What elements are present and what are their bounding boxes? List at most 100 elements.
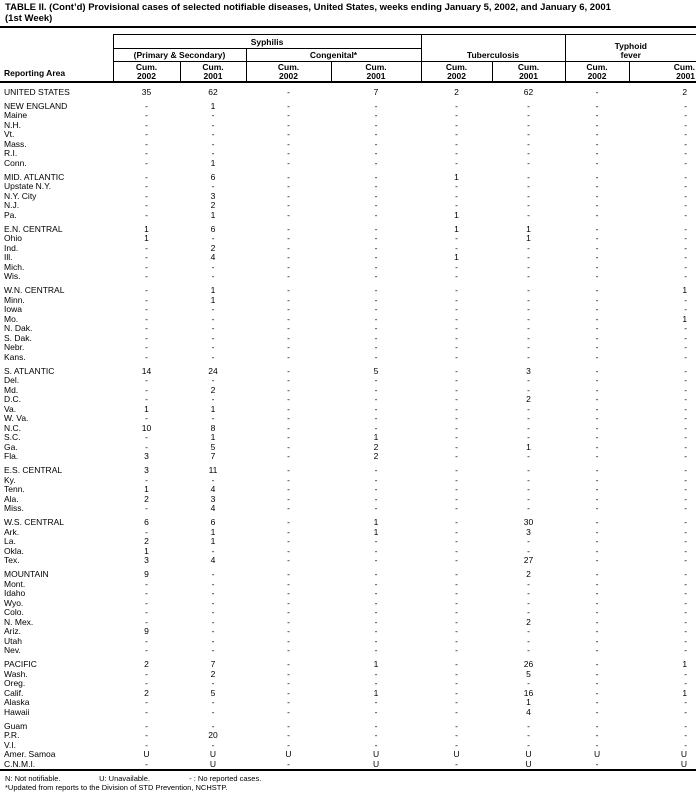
data-cell: - [455, 294, 458, 305]
data-cell: - [211, 351, 215, 362]
data-cell: 7 [373, 86, 379, 97]
data-cell: - [527, 607, 530, 617]
row-label: N.H. [4, 119, 21, 130]
data-cell: - [374, 403, 378, 414]
data-cell: 10 [141, 422, 152, 433]
data-cell: - [211, 578, 215, 589]
data-cell: 1 [144, 403, 149, 414]
row-label: Mont. [4, 578, 26, 589]
data-cell: - [145, 313, 148, 324]
data-cell: - [287, 233, 290, 243]
data-cell: - [374, 422, 378, 433]
data-cell: - [287, 720, 290, 731]
data-cell: - [145, 304, 148, 314]
data-cell: - [595, 526, 599, 537]
data-cell: - [684, 503, 688, 513]
data-cell: - [211, 119, 215, 130]
table-row: S. Dak. - - - - - - - - [0, 332, 696, 344]
data-cell: - [287, 659, 290, 669]
data-cell: - [374, 313, 378, 324]
row-label: S. Dak. [4, 332, 32, 343]
data-cell: - [684, 474, 688, 485]
table-row: Miss. - 4 - - - - - - [0, 503, 696, 514]
data-cell: - [211, 413, 215, 423]
data-cell: - [455, 697, 458, 707]
row-label: Iowa [4, 304, 22, 314]
data-cell: - [287, 545, 290, 556]
data-cell: - [527, 384, 530, 395]
data-cell: - [684, 635, 688, 646]
table-row: Wyo. - - - - - - - - [0, 597, 696, 609]
row-label: E.N. CENTRAL [4, 223, 63, 234]
data-cell: 1 [210, 403, 216, 414]
data-cell: - [684, 720, 688, 731]
data-cell: 1 [210, 526, 216, 537]
data-cell: - [145, 739, 148, 750]
data-cell: 2 [144, 659, 149, 669]
footnote-legend: N: Not notifiable. U: Unavailable. - : N… [5, 774, 696, 783]
data-cell: - [684, 730, 688, 740]
data-cell: - [455, 332, 458, 343]
data-cell: - [287, 285, 290, 295]
data-cell: - [684, 626, 688, 636]
data-cell: - [527, 536, 530, 546]
data-cell: U [680, 758, 688, 769]
data-cell: - [287, 181, 290, 191]
data-cell: - [287, 413, 290, 423]
data-cell: - [684, 403, 688, 414]
data-cell: - [527, 422, 530, 433]
data-cell: - [145, 138, 148, 149]
data-cell: - [145, 706, 148, 717]
data-cell: - [455, 739, 458, 750]
data-cell: - [595, 413, 599, 423]
table-row: Guam - - - - - - - - [0, 717, 696, 731]
data-cell: - [684, 157, 688, 168]
data-cell: - [455, 474, 458, 485]
data-cell: - [287, 493, 290, 504]
data-cell: - [595, 616, 599, 627]
data-cell: - [145, 252, 148, 262]
table-row: Ark. - 1 - 1 - 3 - - [0, 526, 696, 538]
data-cell: - [455, 569, 458, 579]
data-cell: - [211, 597, 215, 608]
data-cell: 1 [210, 432, 216, 442]
data-cell: - [374, 394, 378, 404]
data-cell: - [595, 668, 599, 679]
data-cell: - [527, 271, 530, 281]
data-cell: - [145, 190, 148, 201]
data-cell: 1 [373, 526, 379, 537]
data-cell: - [684, 110, 688, 120]
data-cell: - [527, 545, 530, 556]
data-cell: - [287, 342, 290, 352]
row-label: Calif. [4, 687, 24, 698]
data-cell: - [527, 138, 530, 149]
table-row: N. Dak. - - - - - - - - [0, 323, 696, 334]
data-cell: - [374, 294, 378, 305]
data-cell: - [287, 484, 290, 494]
data-cell: 7 [210, 451, 216, 461]
data-cell: - [595, 720, 599, 731]
data-cell: 7 [210, 659, 216, 669]
data-cell: - [684, 181, 688, 191]
data-cell: - [527, 242, 530, 253]
data-cell: - [287, 138, 290, 149]
column-header-cum-2002-4: Cum. 2002 [420, 61, 493, 83]
row-label: Mass. [4, 138, 27, 149]
data-cell: - [595, 375, 599, 385]
data-cell: - [595, 285, 599, 295]
row-label: Amer. Samoa [4, 749, 56, 759]
data-cell: 2 [526, 394, 531, 404]
table-row: Wis. - - - - - - - - [0, 271, 696, 282]
data-cell: - [374, 171, 378, 182]
data-cell: - [595, 555, 599, 565]
data-cell: - [527, 285, 530, 295]
data-cell: 3 [144, 465, 149, 475]
data-cell: - [287, 252, 290, 262]
data-cell: - [287, 739, 290, 750]
data-cell: - [211, 148, 215, 158]
data-cell: - [684, 200, 688, 210]
data-cell: - [211, 626, 215, 636]
data-cell: - [374, 285, 378, 295]
data-cell: 5 [526, 668, 531, 679]
data-cell: 1 [144, 545, 149, 556]
